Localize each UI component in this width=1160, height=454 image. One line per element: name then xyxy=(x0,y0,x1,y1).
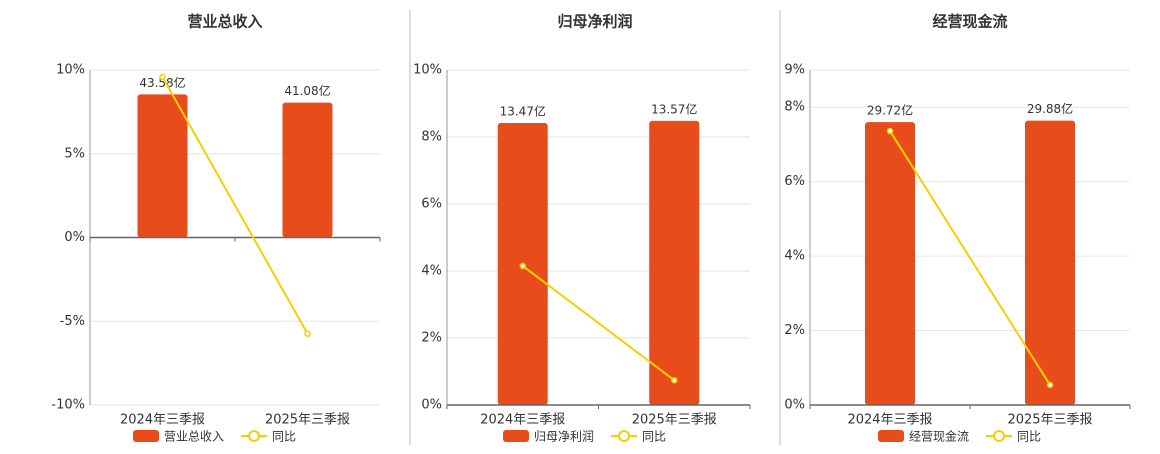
x-tick-label: 2025年三季报 xyxy=(265,413,350,428)
x-tick-label: 2024年三季报 xyxy=(120,413,205,428)
y-tick-label: 6% xyxy=(784,174,805,189)
point xyxy=(159,73,166,81)
line xyxy=(161,76,309,335)
bar xyxy=(865,122,915,405)
chart-title: 经营现金流 xyxy=(932,13,1007,31)
chart-title: 归母净利润 xyxy=(557,13,632,31)
y-tick-label: -5% xyxy=(60,314,85,329)
y-tick-label: 4% xyxy=(784,249,805,264)
y-tick-label: 9% xyxy=(784,63,805,78)
legend-label: 同比 xyxy=(642,430,666,444)
y-tick-label: 8% xyxy=(421,130,442,145)
bar xyxy=(1025,120,1075,406)
legend-swatch xyxy=(878,430,904,442)
x-tick-label: 2025年三季报 xyxy=(632,413,717,428)
bar xyxy=(137,94,188,238)
y-tick-label: -10% xyxy=(51,398,85,413)
data-label: 41.08亿 xyxy=(284,83,330,98)
y-tick-label: 0% xyxy=(784,398,805,413)
bar xyxy=(649,120,700,406)
chart-title: 营业总收入 xyxy=(187,13,262,31)
y-tick-label: 2% xyxy=(421,331,442,346)
y-tick-label: 0% xyxy=(64,230,85,245)
y-tick-label: 4% xyxy=(421,264,442,279)
point xyxy=(304,330,311,337)
point xyxy=(886,127,894,135)
line xyxy=(522,265,675,382)
bar xyxy=(282,102,333,238)
x-tick-label: 2024年三季报 xyxy=(480,413,565,428)
legend-label: 同比 xyxy=(1017,430,1041,444)
legend-swatch xyxy=(618,430,631,442)
data-label: 29.88亿 xyxy=(1027,101,1073,116)
point xyxy=(671,376,678,384)
y-tick-label: 5% xyxy=(64,146,85,161)
y-tick-label: 2% xyxy=(784,323,805,338)
y-tick-label: 10% xyxy=(56,63,85,78)
legend-label: 营业总收入 xyxy=(164,430,224,444)
legend-label: 归母净利润 xyxy=(534,430,594,444)
line xyxy=(889,130,1051,386)
y-tick-label: 10% xyxy=(413,63,442,78)
legend-swatch xyxy=(133,430,159,442)
data-label: 13.57亿 xyxy=(651,101,697,116)
legend-swatch xyxy=(248,430,261,442)
point xyxy=(519,262,526,270)
x-tick-label: 2024年三季报 xyxy=(847,413,932,428)
data-label: 29.72亿 xyxy=(867,103,913,118)
y-tick-label: 8% xyxy=(784,100,805,115)
point xyxy=(1046,381,1054,389)
data-label: 13.47亿 xyxy=(500,103,546,118)
y-tick-label: 6% xyxy=(421,197,442,212)
legend-swatch xyxy=(503,430,529,442)
legend-label: 同比 xyxy=(272,430,296,444)
legend-label: 经营现金流 xyxy=(909,429,969,444)
x-tick-label: 2025年三季报 xyxy=(1007,413,1092,428)
legend-swatch xyxy=(993,430,1006,442)
y-tick-label: 0% xyxy=(421,398,442,413)
data-label: 43.58亿 xyxy=(139,75,185,90)
